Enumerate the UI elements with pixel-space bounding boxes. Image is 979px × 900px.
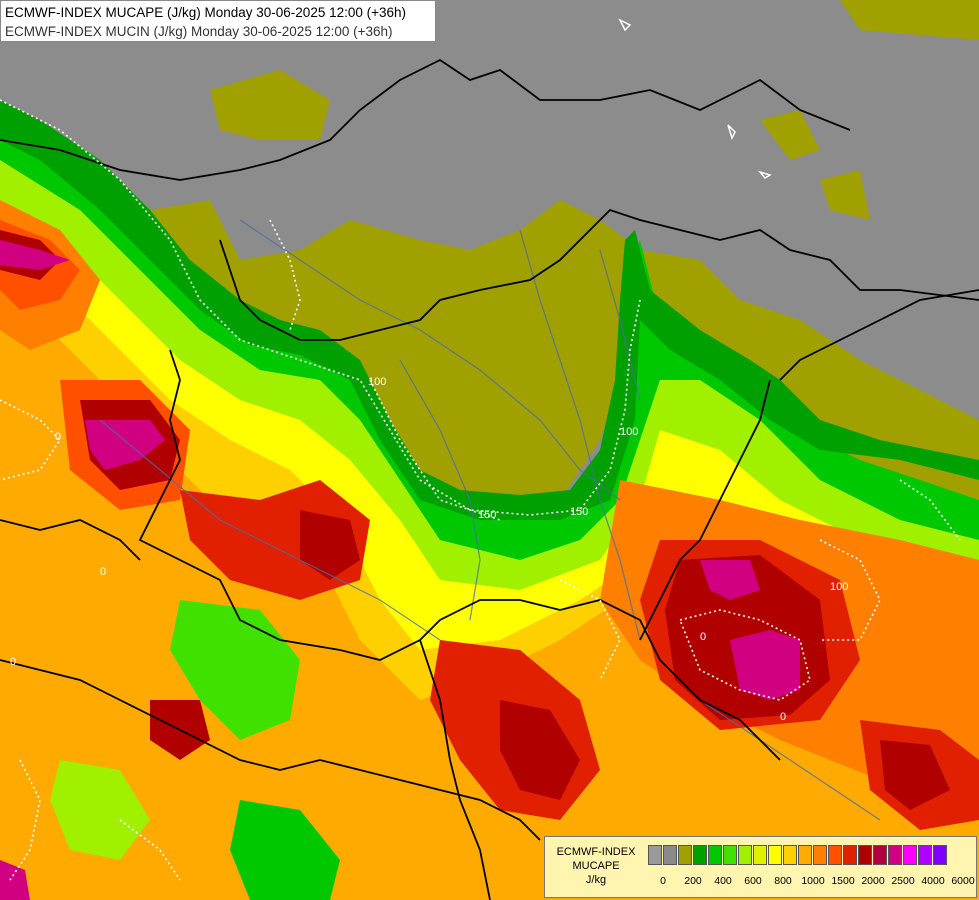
contour-label-9: 0 xyxy=(100,566,106,578)
legend-title-param: MUCAPE xyxy=(572,860,620,872)
title-mucin: ECMWF-INDEX MUCIN (J/kg) Monday 30-06-20… xyxy=(5,24,393,39)
cin-contour-4 xyxy=(678,609,811,701)
contour-label-1: 100 xyxy=(368,376,386,388)
legend-swatch xyxy=(918,845,932,865)
lake-2 xyxy=(727,124,736,141)
low-cape-region xyxy=(150,200,979,560)
border-8 xyxy=(779,289,979,381)
river-4 xyxy=(599,249,641,401)
legend-swatch xyxy=(648,845,662,865)
legend-swatch xyxy=(903,845,917,865)
river-6 xyxy=(699,699,881,821)
legend-tick-label: 1500 xyxy=(831,875,855,887)
legend-swatch xyxy=(693,845,707,865)
border-6 xyxy=(0,659,541,841)
contour-label-5: 0 xyxy=(55,431,61,443)
river-5 xyxy=(99,419,441,641)
low-cape-region-north xyxy=(210,70,330,140)
dark-red-patch-southeast xyxy=(880,740,950,810)
legend-swatch xyxy=(843,845,857,865)
contour-label-6: 0 xyxy=(10,656,16,668)
rivers xyxy=(99,219,881,821)
cin-contour-10 xyxy=(559,579,621,681)
border-5 xyxy=(0,519,141,561)
cin-contour-7 xyxy=(9,759,41,881)
legend-swatch xyxy=(723,845,737,865)
lime-patch-southwest xyxy=(50,760,150,860)
legend-swatch xyxy=(798,845,812,865)
contour-label-2: 150 xyxy=(478,509,496,521)
cin-contour-3 xyxy=(369,379,501,521)
border-1 xyxy=(0,58,851,181)
orange-region xyxy=(0,280,979,900)
legend-tick-label: 2000 xyxy=(861,875,885,887)
title-mucape: ECMWF-INDEX MUCAPE (J/kg) Monday 30-06-2… xyxy=(5,5,407,20)
legend-tick-label: 2500 xyxy=(891,875,915,887)
legend-swatch xyxy=(768,845,782,865)
legend-swatch xyxy=(678,845,692,865)
legend-swatch xyxy=(813,845,827,865)
border-7 xyxy=(419,639,491,900)
legend-tick-label: 400 xyxy=(714,875,732,887)
legend-ticks: 0 200 400 600 800 1000 1500 2000 2500 4000 6000 xyxy=(648,875,975,889)
map-title-box: ECMWF-INDEX MUCAPE (J/kg) Monday 30-06-2… xyxy=(0,0,436,42)
magenta-patch-southwest-edge xyxy=(0,860,30,900)
cin-contour-8 xyxy=(119,819,181,881)
magenta-patch-centerwest xyxy=(85,420,165,470)
legend-swatch xyxy=(828,845,842,865)
legend-swatch xyxy=(873,845,887,865)
legend-swatch xyxy=(858,845,872,865)
green-patch-south xyxy=(230,800,340,900)
legend-swatch xyxy=(888,845,902,865)
lake-1 xyxy=(618,18,632,32)
country-borders xyxy=(0,58,979,900)
lake-3 xyxy=(757,170,772,179)
lakes xyxy=(618,18,772,179)
legend-tick-label: 6000 xyxy=(951,875,975,887)
contour-label-4: 100 xyxy=(620,426,638,438)
legend-tick-label: 200 xyxy=(684,875,702,887)
contour-label-8: 0 xyxy=(780,711,786,723)
border-2 xyxy=(219,208,979,341)
legend-title: ECMWF-INDEX MUCAPE J/kg xyxy=(549,845,643,887)
legend-tick-label: 1000 xyxy=(801,875,825,887)
legend-swatch xyxy=(753,845,767,865)
legend-swatch xyxy=(738,845,752,865)
contour-label-10: 100 xyxy=(830,581,848,593)
border-4 xyxy=(639,379,771,641)
legend-swatch xyxy=(663,845,677,865)
cin-contour-1 xyxy=(0,99,641,516)
river-3 xyxy=(399,359,481,621)
low-cape-region-northeast xyxy=(760,0,979,220)
dark-red-patch-center xyxy=(300,510,360,580)
dark-red-patch-south xyxy=(500,700,580,800)
river-1 xyxy=(239,219,621,501)
river-2 xyxy=(519,229,641,641)
magenta-patch-west xyxy=(0,240,70,270)
legend-swatch xyxy=(933,845,947,865)
legend-title-model: ECMWF-INDEX xyxy=(556,846,636,858)
legend-title-unit: J/kg xyxy=(585,874,607,886)
cin-contours xyxy=(0,99,961,881)
legend-tick-label: 600 xyxy=(744,875,762,887)
green-patch-southwest xyxy=(170,600,300,740)
legend-tick-label: 0 xyxy=(660,875,666,887)
contour-labels: 100 150 150 100 0 0 0 0 0 100 xyxy=(10,376,848,723)
legend-tick-label: 800 xyxy=(774,875,792,887)
border-3 xyxy=(138,349,781,761)
color-legend: ECMWF-INDEX MUCAPE J/kg 0 200 400 600 800 100… xyxy=(544,836,977,898)
legend-swatch xyxy=(783,845,797,865)
legend-tick-label: 4000 xyxy=(921,875,945,887)
contour-label-3: 150 xyxy=(570,506,588,518)
contour-label-7: 0 xyxy=(700,631,706,643)
cin-contour-9 xyxy=(899,479,961,541)
legend-swatches xyxy=(648,845,948,865)
magenta-patch-east xyxy=(700,560,800,700)
legend-swatch xyxy=(708,845,722,865)
cin-contour-2 xyxy=(269,219,301,331)
